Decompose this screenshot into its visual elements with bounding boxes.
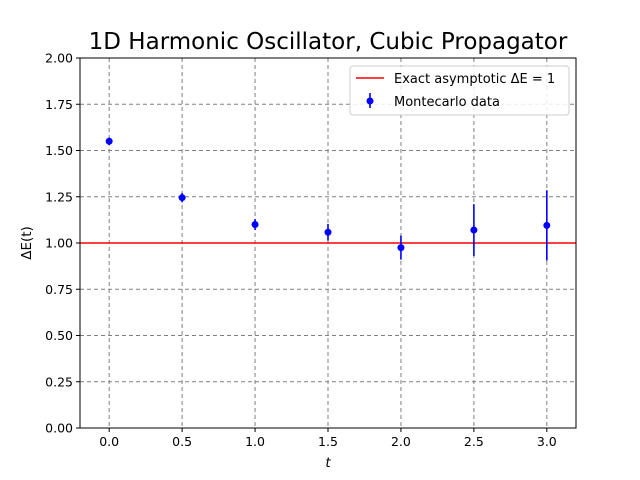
montecarlo-point	[397, 244, 405, 252]
legend: Exact asymptotic ΔE = 1 Montecarlo data	[349, 65, 570, 116]
montecarlo-point	[251, 221, 259, 228]
montecarlo-point	[543, 221, 551, 229]
legend-exact-label: Exact asymptotic ΔE = 1	[394, 72, 555, 87]
y-tick-label: 1.25	[45, 189, 73, 204]
x-axis: 0.0 0.5 1.0 1.5 2.0 2.5 3.0	[99, 428, 557, 449]
x-tick-label: 0.0	[99, 434, 119, 449]
x-tick-label: 3.0	[537, 434, 557, 449]
y-tick-label: 2.00	[45, 51, 73, 66]
montecarlo-point	[324, 228, 332, 236]
y-tick-label: 0.25	[45, 374, 73, 389]
series-layer	[80, 137, 576, 261]
montecarlo-point	[178, 194, 186, 202]
y-tick-label: 1.50	[45, 143, 73, 158]
montecarlo-point	[105, 137, 113, 145]
legend-montecarlo-label: Montecarlo data	[394, 95, 500, 110]
y-tick-label: 1.75	[45, 97, 73, 112]
x-tick-label: 1.0	[245, 434, 265, 449]
legend-montecarlo-marker-swatch	[366, 97, 374, 105]
y-tick-label: 0.00	[45, 421, 73, 436]
x-tick-label: 0.5	[172, 434, 192, 449]
legend-box	[349, 65, 570, 116]
chart-title: 1D Harmonic Oscillator, Cubic Propagator	[89, 29, 568, 55]
x-tick-label: 2.5	[464, 434, 484, 449]
y-tick-label: 1.00	[45, 236, 73, 251]
x-tick-label: 1.5	[318, 434, 338, 449]
montecarlo-point	[470, 226, 478, 234]
y-tick-label: 0.50	[45, 328, 73, 343]
y-axis: 0.00 0.25 0.50 0.75 1.00 1.25 1.50 1.75 2.00	[45, 51, 80, 436]
x-tick-label: 2.0	[391, 434, 411, 449]
y-axis-label: ΔE(t)	[19, 226, 35, 260]
plot-area	[79, 57, 577, 429]
y-tick-label: 0.75	[45, 282, 73, 297]
x-axis-label: t	[325, 455, 331, 471]
